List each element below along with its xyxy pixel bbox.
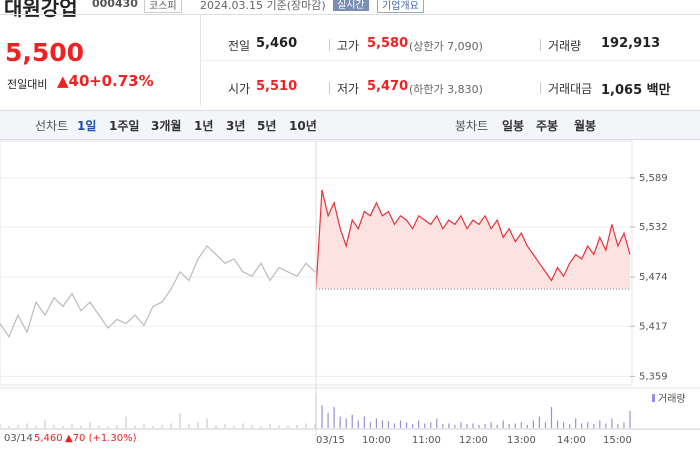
stat-label: 고가 [337, 39, 360, 53]
tab[interactable]: 1년 [194, 119, 214, 133]
y-tick-label: 5,359 [639, 371, 668, 382]
stat-label: 거래량 [548, 39, 582, 53]
footer-change: ▲70 (+1.30%) [65, 433, 137, 444]
x-tick-label: 14:00 [557, 435, 586, 446]
stat-value: 5,470 [367, 79, 409, 94]
footer-date: 03/14 [4, 433, 33, 444]
footer-close: 5,460 [34, 433, 63, 444]
stat-label: 거래대금 [548, 82, 593, 96]
x-tick-label: 11:00 [412, 435, 441, 446]
tab[interactable]: 1주일 [109, 119, 140, 133]
divider [200, 60, 700, 61]
price: 5,500 [5, 38, 85, 67]
tab-bar [0, 110, 700, 140]
tab[interactable]: 일봉 [502, 119, 525, 133]
stat-value: 5,580 [367, 36, 409, 51]
company-button[interactable]: 기업개요 [377, 0, 424, 13]
tab[interactable]: 5년 [257, 119, 277, 133]
y-tick-label: 5,532 [639, 222, 668, 233]
x-tick-label: 12:00 [459, 435, 488, 446]
stat-value: 192,913 [601, 36, 661, 51]
market-badge: 코스피 [144, 0, 182, 13]
change-label: 전일대비 [7, 78, 48, 91]
x-tick-label: 15:00 [603, 435, 632, 446]
realtime-button[interactable]: 실시간 [333, 0, 369, 11]
legend-label: 거래량 [658, 393, 686, 405]
separator [329, 82, 330, 94]
stat-sub: (상한가 7,090) [409, 40, 483, 53]
percent: +0.73% [89, 72, 154, 90]
legend-swatch [652, 394, 655, 402]
area [316, 189, 630, 290]
y-tick-label: 5,589 [639, 173, 668, 184]
tab-label: 선차트 [35, 119, 69, 133]
y-tick-label: 5,474 [639, 272, 668, 283]
stat-value: 5,460 [256, 36, 298, 51]
stat-label: 전일 [228, 39, 251, 53]
stat-label: 저가 [337, 82, 360, 96]
tab[interactable]: 주봉 [536, 119, 559, 133]
stat-label: 시가 [228, 82, 251, 96]
tab[interactable]: 월봉 [574, 119, 597, 133]
price-line [315, 189, 631, 290]
stat-value: 1,065 백만 [601, 83, 671, 98]
date: 2024.03.15 기준(장마감) [200, 0, 326, 12]
tab-label: 봉차트 [455, 119, 489, 133]
tab[interactable]: 10년 [289, 119, 317, 133]
x-tick-label: 13:00 [507, 435, 536, 446]
stock-code: 000430 [92, 0, 138, 10]
separator [540, 82, 541, 94]
y-tick-label: 5,417 [639, 321, 668, 332]
separator [540, 39, 541, 51]
tab[interactable]: 3년 [226, 119, 246, 133]
price-line [0, 245, 316, 338]
x-tick-label: 03/15 [316, 435, 345, 446]
x-tick-label: 10:00 [362, 435, 391, 446]
stock-name: 대원강업 [4, 0, 78, 20]
separator [329, 39, 330, 51]
stat-sub: (하한가 3,830) [409, 83, 483, 96]
tab[interactable]: 3개월 [151, 119, 182, 133]
stat-value: 5,510 [256, 79, 298, 94]
tab[interactable]: 1일 [77, 119, 97, 133]
divider [0, 14, 700, 15]
change: ▲40 [57, 72, 90, 90]
